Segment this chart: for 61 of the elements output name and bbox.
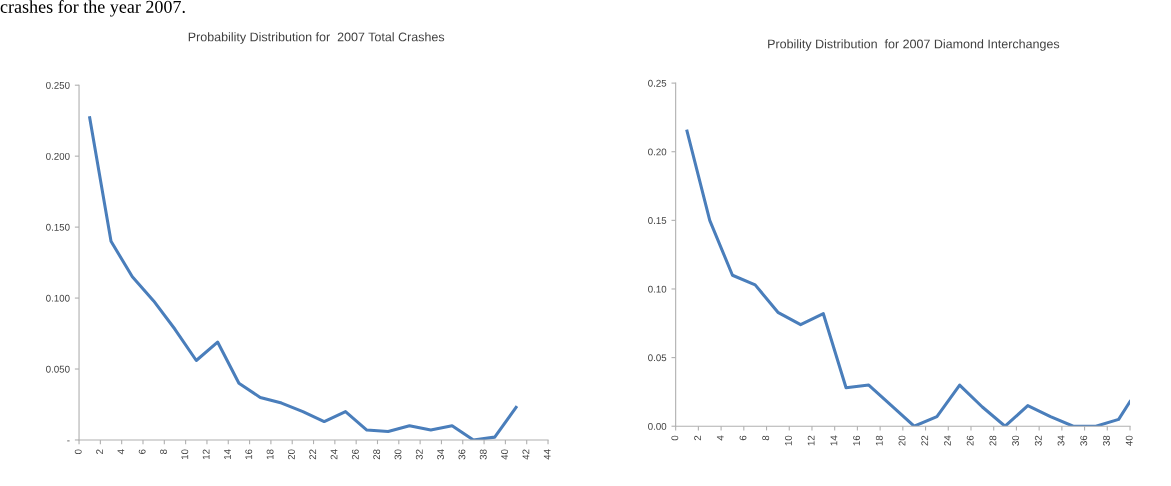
x-tick-label: 38: [479, 449, 487, 460]
x-tick-label: 30: [394, 449, 402, 460]
line-series: [88, 116, 518, 440]
x-tick-label: 4: [117, 449, 125, 455]
x-tick-label: 36: [1080, 435, 1088, 446]
x-tick-label: 24: [944, 435, 951, 446]
x-tick-label: 24: [330, 449, 338, 460]
text: crashes for the year 2007.: [0, 0, 185, 17]
x-tick-label: 28: [989, 435, 997, 446]
y-tick-label: 0.15: [648, 217, 667, 224]
x-tick-label: 8: [160, 449, 167, 454]
x-tick-label: 34: [1057, 435, 1065, 446]
y-tick-label: 0.150: [46, 223, 70, 231]
x-tick-label: 2: [96, 449, 103, 454]
x-tick-label: 20: [898, 435, 906, 446]
x-tick-label: 20: [287, 449, 295, 460]
x-tick-label: 16: [853, 435, 861, 446]
x-tick-label: 22: [309, 449, 317, 460]
x-tick-label: 16: [245, 449, 253, 460]
y-tick-label: 0.250: [46, 81, 70, 89]
x-tick-label: 8: [762, 435, 770, 441]
x-tick-label: 42: [522, 449, 530, 460]
y-tick-label: 0.10: [648, 285, 667, 293]
x-tick-label: 26: [966, 435, 974, 446]
x-tick-label: 40: [1125, 435, 1133, 446]
x-tick-label: 12: [202, 449, 210, 460]
y-tick-label: 0.200: [46, 152, 70, 160]
y-tick-label: 0.00: [648, 422, 667, 430]
x-tick-label: 6: [739, 435, 747, 441]
y-tick-label: 0.25: [648, 79, 667, 87]
y-tick-label: 0.050: [46, 365, 70, 373]
x-tick-label: 32: [1034, 435, 1042, 446]
y-tick-label: 0.20: [648, 148, 667, 156]
x-tick-label: 10: [784, 435, 792, 446]
x-tick-label: 4: [716, 435, 724, 441]
x-tick-label: 22: [921, 435, 929, 446]
x-tick-label: 18: [266, 449, 274, 460]
x-tick-label: 44: [543, 449, 551, 460]
x-tick-label: 28: [373, 449, 381, 460]
line-series: [685, 129, 1131, 427]
x-tick-label: 10: [181, 449, 189, 460]
x-tick-label: 30: [1012, 435, 1020, 446]
x-tick-label: 18: [875, 435, 883, 446]
chart-title: Probility Distribution for 2007 Diamond Interchanges: [768, 39, 1060, 51]
x-tick-label: 36: [458, 449, 466, 460]
y-tick-label: -: [67, 440, 70, 442]
x-tick-label: 12: [807, 435, 815, 446]
x-tick-label: 34: [437, 449, 445, 460]
x-tick-label: 38: [1103, 435, 1110, 446]
x-tick-label: 0: [671, 435, 679, 441]
x-tick-label: 6: [138, 449, 146, 454]
x-tick-label: 26: [351, 449, 359, 460]
y-tick-label: 0.100: [46, 294, 70, 302]
y-tick-label: 0.05: [648, 354, 667, 362]
x-tick-label: 0: [74, 449, 82, 455]
x-tick-label: 40: [501, 449, 508, 460]
x-tick-label: 14: [224, 449, 231, 460]
x-tick-label: 32: [415, 449, 423, 460]
chart-title: Probability Distribution for 2007 Total Crashes: [188, 32, 445, 44]
x-tick-label: 2: [694, 435, 701, 441]
x-tick-label: 14: [830, 435, 838, 446]
